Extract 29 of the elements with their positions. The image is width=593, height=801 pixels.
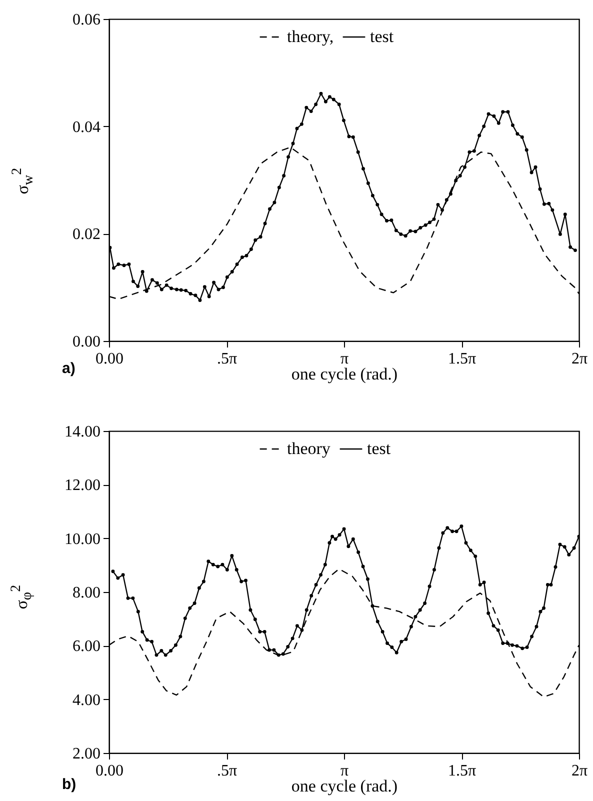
- x-tick-label: 1.5π: [448, 350, 476, 368]
- x-axis-title: one cycle (rad.): [291, 364, 398, 384]
- x-tick-label: 0.00: [96, 762, 124, 780]
- y-tick-label: 0.02: [72, 226, 100, 244]
- x-tick-label: 2π: [571, 762, 588, 780]
- y-tick-label: 10.00: [64, 530, 100, 548]
- x-tick-label: 1.5π: [448, 762, 476, 780]
- y-tick-label: 6.00: [72, 638, 100, 656]
- y-tick-label: 4.00: [72, 692, 100, 709]
- legend-label: test: [370, 27, 394, 46]
- legend-label: theory: [287, 439, 331, 458]
- y-tick-label: 14.00: [64, 424, 100, 440]
- x-axis-title: one cycle (rad.): [291, 776, 398, 796]
- text: b): [62, 776, 76, 793]
- text: a): [62, 360, 76, 377]
- legend-label: theory,: [287, 27, 334, 46]
- legend-label: test: [367, 439, 391, 458]
- y-tick-label: 0.04: [72, 118, 100, 136]
- x-tick-label: 0.00: [96, 350, 124, 368]
- x-tick-label: π: [340, 350, 349, 368]
- x-tick-label: π: [340, 762, 349, 780]
- x-tick-label: 2π: [571, 350, 588, 368]
- y-tick-label: 0.00: [72, 334, 100, 350]
- y-tick-label: 0.06: [72, 12, 100, 28]
- y-tick-label: 8.00: [72, 584, 100, 602]
- x-tick-label: .5π: [216, 762, 238, 780]
- y-tick-label: 2.00: [72, 746, 100, 762]
- y-tick-label: 12.00: [64, 477, 100, 494]
- x-tick-label: .5π: [216, 350, 238, 368]
